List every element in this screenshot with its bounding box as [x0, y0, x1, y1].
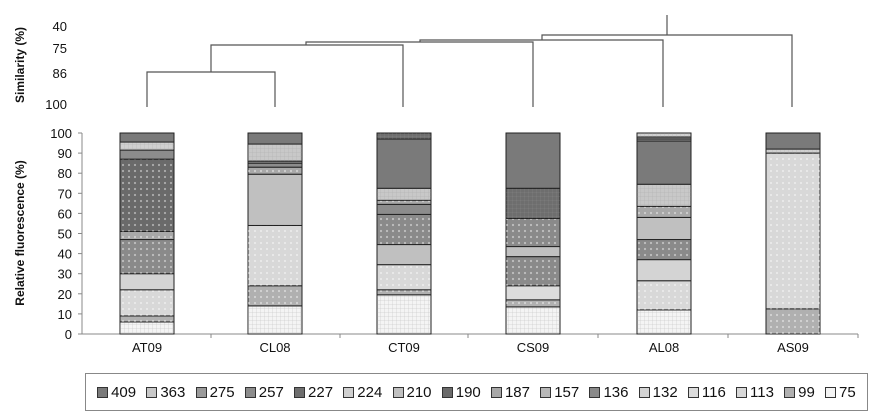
stacked-bars — [119, 132, 821, 335]
legend-label: 363 — [160, 383, 186, 401]
bar-segment-132 — [119, 273, 175, 291]
bar-segment-116 — [505, 285, 561, 301]
legend-swatch-icon — [97, 386, 109, 398]
dendrogram: 40 75 86 100 Similarity (%) — [13, 15, 793, 112]
y-tick-label: 100 — [50, 126, 72, 141]
legend-item-157: 157 — [540, 384, 579, 401]
legend-label: 116 — [701, 383, 726, 401]
legend-item-116: 116 — [687, 383, 726, 401]
y-tick-label: 80 — [58, 166, 72, 181]
bar-segment-409 — [119, 132, 175, 143]
bar-segment-409 — [636, 140, 692, 185]
legend-item-132: 132 — [638, 383, 678, 401]
similarity-tick-label: 40 — [53, 19, 67, 34]
legend-swatch-icon — [687, 386, 699, 398]
legend-swatch-icon — [540, 386, 552, 398]
legend-swatch-icon — [146, 386, 158, 398]
legend-swatch-icon — [490, 386, 502, 398]
bar-axes: 0 10 20 30 40 50 60 70 80 90 100 AT09 CL08 CT09 CS09 AL… — [13, 126, 859, 355]
bar-segment-409 — [765, 132, 821, 150]
legend-label: 187 — [504, 383, 530, 401]
legend-label: 99 — [798, 383, 815, 401]
legend-swatch-icon — [343, 386, 355, 398]
bar-segment-257 — [376, 203, 432, 215]
bar-CS09 — [505, 132, 561, 335]
legend-label: 190 — [455, 383, 481, 401]
legend-swatch-icon — [825, 386, 837, 398]
y-axis-title: Relative fluorescence (%) — [13, 160, 27, 305]
bar-CL08 — [247, 132, 303, 335]
legend-item-363: 363 — [146, 384, 185, 401]
y-tick-label: 40 — [58, 247, 72, 262]
legend-label: 224 — [357, 383, 383, 401]
legend-swatch-icon — [244, 386, 256, 398]
bar-segment-210 — [247, 173, 303, 226]
legend-item-75: 75 — [825, 384, 856, 401]
legend-item-210: 210 — [392, 383, 432, 401]
legend-label: 75 — [839, 383, 856, 401]
similarity-tick-label: 75 — [53, 41, 67, 56]
legend-swatch-icon — [589, 386, 601, 398]
legend-label: 136 — [603, 383, 629, 401]
legend: 409 363 275 257 227 224 210 190 187 157 136 132 116 1… — [85, 373, 868, 411]
bar-AT09 — [119, 132, 175, 335]
bar-AS09 — [765, 132, 821, 335]
bar-AL08 — [636, 132, 692, 335]
bar-segment-409 — [505, 132, 561, 189]
bar-segment-257 — [247, 162, 303, 168]
legend-label: 275 — [209, 383, 235, 401]
x-category-label: CS09 — [517, 340, 550, 355]
similarity-axis-title: Similarity (%) — [13, 27, 27, 103]
legend-label: 227 — [308, 383, 334, 401]
legend-item-136: 136 — [589, 384, 628, 401]
legend-item-275: 275 — [195, 383, 235, 401]
x-category-label: CT09 — [388, 340, 420, 355]
legend-swatch-icon — [294, 386, 306, 398]
y-tick-label: 90 — [58, 146, 72, 161]
bar-segment-409 — [376, 138, 432, 189]
legend-item-257: 257 — [244, 383, 284, 401]
legend-label: 210 — [406, 383, 432, 401]
bar-segment-257 — [119, 149, 175, 160]
x-category-label: AS09 — [777, 340, 809, 355]
bar-CT09 — [376, 132, 432, 335]
y-tick-label: 60 — [58, 206, 72, 221]
legend-item-227: 227 — [294, 384, 333, 401]
legend-item-99: 99 — [784, 384, 815, 401]
legend-label: 113 — [750, 383, 774, 401]
y-tick-label: 50 — [58, 227, 72, 242]
legend-swatch-icon — [784, 386, 796, 398]
bar-segment-210 — [505, 246, 561, 258]
legend-swatch-icon — [638, 386, 650, 398]
similarity-tick-label: 100 — [45, 97, 67, 112]
legend-label: 132 — [652, 383, 678, 401]
x-category-label: AL08 — [649, 340, 679, 355]
legend-item-409: 409 — [97, 384, 136, 401]
legend-label: 157 — [554, 383, 580, 401]
legend-swatch-icon — [195, 386, 207, 398]
chart-canvas: 40 75 86 100 Similarity (%) 0 10 20 30 40 50 60 70 8… — [13, 15, 859, 355]
bar-segment-210 — [376, 244, 432, 266]
legend-label: 409 — [111, 383, 137, 401]
y-tick-label: 0 — [65, 327, 72, 342]
legend-item-113: 113 — [736, 384, 774, 401]
legend-item-187: 187 — [490, 383, 530, 401]
y-tick-label: 30 — [58, 267, 72, 282]
bar-segment-132 — [636, 259, 692, 282]
y-tick-label: 10 — [58, 307, 72, 322]
legend-swatch-icon — [392, 386, 404, 398]
bar-segment-409 — [247, 132, 303, 145]
legend-item-190: 190 — [441, 383, 481, 401]
x-category-label: AT09 — [132, 340, 162, 355]
legend-item-224: 224 — [343, 384, 382, 401]
y-tick-label: 70 — [58, 186, 72, 201]
similarity-tick-label: 86 — [53, 66, 67, 81]
x-category-label: CL08 — [259, 340, 290, 355]
legend-label: 257 — [258, 383, 284, 401]
bar-segment-210 — [636, 216, 692, 241]
legend-swatch-icon — [736, 386, 748, 398]
legend-swatch-icon — [441, 386, 453, 398]
y-tick-label: 20 — [58, 287, 72, 302]
